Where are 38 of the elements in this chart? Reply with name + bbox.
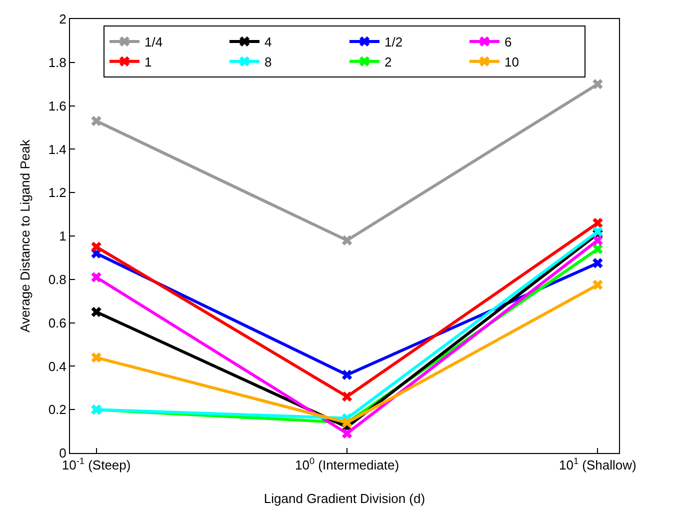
- y-tick-label: 2: [59, 12, 66, 27]
- x-tick-label: 10$^{0}$ (Intermediate): [294, 456, 400, 473]
- x-axis-title: Ligand Gradient Division (d): [264, 491, 426, 506]
- point: [91, 352, 102, 363]
- y-tick-label: 0: [59, 446, 66, 461]
- legend-label: 10: [504, 54, 519, 70]
- point: [592, 244, 603, 254]
- point: [91, 306, 102, 318]
- point: [592, 235, 603, 246]
- y-tick-label: 1: [59, 228, 66, 244]
- legend-label: 8: [264, 54, 272, 70]
- legend-label: 4: [264, 34, 272, 50]
- point: [91, 242, 102, 252]
- point: [91, 272, 102, 282]
- y-tick-label: 1.8: [48, 54, 66, 70]
- point: [342, 235, 352, 246]
- x-tick-label: 10$^{1}$ (Shallow): [559, 456, 636, 473]
- legend-label: 1: [144, 54, 152, 70]
- point: [592, 280, 603, 290]
- legend-label: 1/4: [144, 34, 163, 50]
- point: [592, 258, 603, 268]
- y-tick-label: 0.6: [48, 315, 66, 330]
- point: [91, 116, 102, 126]
- point: [342, 370, 352, 380]
- y-tick-label: 1.4: [48, 142, 66, 157]
- y-tick-label: 0.4: [48, 358, 66, 374]
- legend-label: 6: [504, 34, 512, 50]
- legend-label: 2: [384, 54, 392, 70]
- legend-label: 1/2: [384, 34, 403, 50]
- y-axis-title: Average Distance to Ligand Peak: [17, 139, 32, 332]
- y-tick-label: 0.8: [48, 272, 66, 287]
- y-tick-label: 1.2: [48, 185, 66, 200]
- point: [342, 428, 352, 439]
- point: [342, 391, 352, 402]
- point: [592, 218, 603, 228]
- y-tick-label: 0.2: [48, 402, 66, 418]
- point: [592, 79, 603, 90]
- y-tick-label: 1.6: [48, 98, 66, 114]
